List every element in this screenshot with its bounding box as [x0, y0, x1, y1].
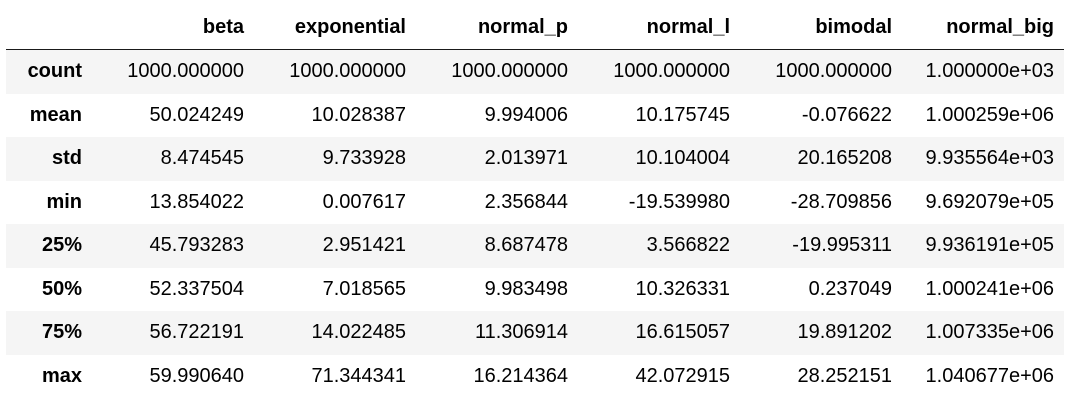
table-cell: 1000.000000 [127, 60, 244, 83]
table-cell: 50.024249 [149, 103, 244, 126]
table-cell: 28.252151 [797, 364, 892, 387]
table-cell: 42.072915 [635, 364, 730, 387]
table-cell: 8.687478 [484, 234, 568, 257]
table-cell: 9.936191e+05 [925, 234, 1054, 257]
table-cell: 9.935564e+03 [925, 147, 1054, 170]
table-cell: 10.326331 [635, 277, 730, 300]
table-row-25: 25% 45.793283 2.951421 8.687478 3.566822… [6, 224, 1064, 268]
table-row-50: 50% 52.337504 7.018565 9.983498 10.32633… [6, 267, 1064, 311]
row-label: 50% [41, 277, 82, 300]
table-cell: 45.793283 [149, 234, 244, 257]
table-body: count 1000.000000 1000.000000 1000.00000… [6, 49, 1064, 398]
table-cell: 1000.000000 [613, 60, 730, 83]
table-row-count: count 1000.000000 1000.000000 1000.00000… [6, 49, 1064, 94]
table-cell: 1000.000000 [451, 60, 568, 83]
row-label: min [46, 190, 82, 213]
index-header [6, 6, 92, 50]
table-row-std: std 8.474545 9.733928 2.013971 10.104004… [6, 137, 1064, 181]
column-header-exponential: exponential [254, 6, 416, 50]
table-cell: 10.175745 [635, 103, 730, 126]
header-row: beta exponential normal_p normal_l bimod… [6, 6, 1064, 50]
table-cell: 59.990640 [149, 364, 244, 387]
row-label: 25% [41, 234, 82, 257]
column-header-normal-l: normal_l [578, 6, 740, 50]
table-cell: 20.165208 [797, 147, 892, 170]
table-cell: 9.733928 [322, 147, 406, 170]
table-cell: 9.983498 [484, 277, 568, 300]
table-cell: 0.007617 [322, 190, 406, 213]
describe-table: beta exponential normal_p normal_l bimod… [6, 6, 1064, 398]
table-cell: 9.994006 [484, 103, 568, 126]
row-label: mean [29, 103, 82, 126]
table-cell: 1000.000000 [289, 60, 406, 83]
table-cell: 0.237049 [808, 277, 892, 300]
table-cell: -19.995311 [792, 234, 892, 257]
table-cell: 19.891202 [797, 321, 892, 344]
table-cell: 52.337504 [149, 277, 244, 300]
table-cell: 16.615057 [635, 321, 730, 344]
table-cell: 1.000000e+03 [925, 60, 1054, 83]
table-cell: 11.306914 [474, 321, 568, 344]
table-cell: 1.040677e+06 [925, 364, 1054, 387]
column-header-normal-big: normal_big [902, 6, 1064, 50]
table-cell: 8.474545 [160, 147, 244, 170]
table-cell: 1.000259e+06 [925, 103, 1054, 126]
row-label: count [27, 60, 82, 83]
table-cell: 10.104004 [635, 147, 730, 170]
column-header-bimodal: bimodal [740, 6, 902, 50]
table-cell: 2.951421 [322, 234, 406, 257]
table-cell: 3.566822 [646, 234, 730, 257]
table-cell: 13.854022 [149, 190, 244, 213]
row-label: 75% [41, 321, 82, 344]
table-cell: 14.022485 [311, 321, 406, 344]
table-cell: 9.692079e+05 [925, 190, 1054, 213]
table-cell: 1.000241e+06 [925, 277, 1054, 300]
table-row-75: 75% 56.722191 14.022485 11.306914 16.615… [6, 311, 1064, 355]
table-cell: 56.722191 [149, 321, 244, 344]
table-cell: 71.344341 [311, 364, 406, 387]
table-cell: -19.539980 [628, 190, 730, 213]
table-cell: 10.028387 [311, 103, 406, 126]
row-label: max [41, 364, 82, 387]
table-cell: 1.007335e+06 [925, 321, 1054, 344]
row-label: std [52, 147, 82, 170]
table-cell: 2.356844 [484, 190, 568, 213]
table-cell: -0.076622 [801, 103, 892, 126]
column-header-normal-p: normal_p [416, 6, 578, 50]
table-row-mean: mean 50.024249 10.028387 9.994006 10.175… [6, 93, 1064, 137]
table-header: beta exponential normal_p normal_l bimod… [6, 6, 1064, 50]
column-header-beta: beta [92, 6, 254, 50]
table-cell: -28.709856 [790, 190, 892, 213]
table-row-max: max 59.990640 71.344341 16.214364 42.072… [6, 354, 1064, 398]
table-cell: 2.013971 [484, 147, 568, 170]
table-row-min: min 13.854022 0.007617 2.356844 -19.5399… [6, 180, 1064, 224]
table-cell: 7.018565 [322, 277, 406, 300]
table-cell: 1000.000000 [775, 60, 892, 83]
table-cell: 16.214364 [473, 364, 568, 387]
